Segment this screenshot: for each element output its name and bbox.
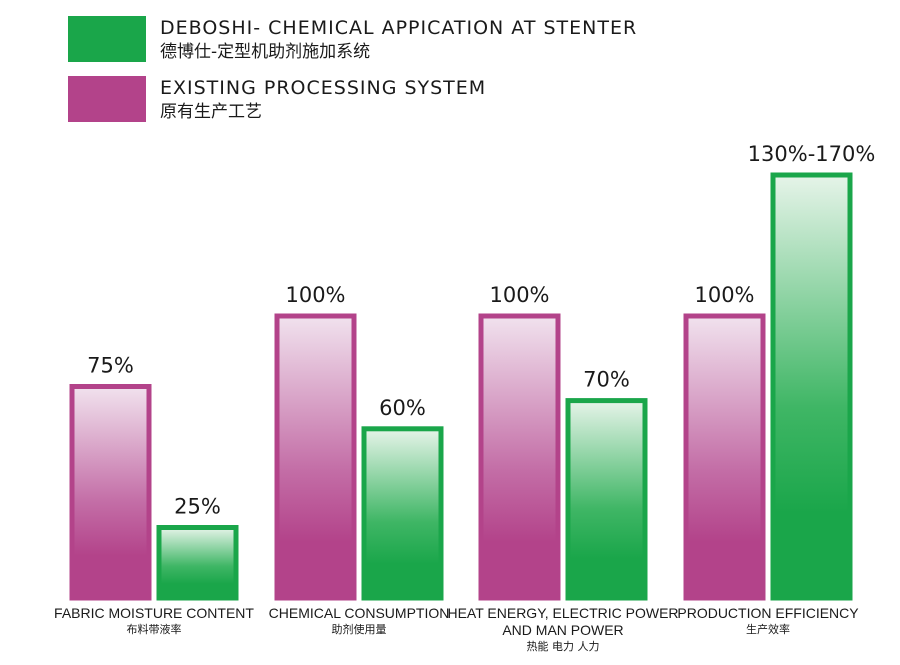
legend-label-cn: 原有生产工艺 bbox=[160, 102, 262, 122]
category-label: FABRIC MOISTURE CONTENT bbox=[54, 605, 254, 621]
category-label: HEAT ENERGY, ELECTRIC POWER bbox=[447, 605, 678, 621]
category-label-cn: 热能 电力 人力 bbox=[527, 639, 600, 653]
bar-deboshi-3 bbox=[770, 172, 853, 601]
bar-existing-1 bbox=[274, 313, 357, 601]
category-label: PRODUCTION EFFICIENCY bbox=[677, 605, 859, 621]
category-label: CHEMICAL CONSUMPTION bbox=[269, 605, 450, 621]
category-label: AND MAN POWER bbox=[502, 622, 623, 638]
data-label: 70% bbox=[583, 368, 630, 392]
data-label: 100% bbox=[489, 283, 549, 307]
bar-deboshi-1 bbox=[361, 426, 444, 601]
data-label: 130%-170% bbox=[748, 142, 876, 166]
bar-existing-3 bbox=[683, 313, 766, 601]
category-label-cn: 助剂使用量 bbox=[332, 622, 387, 636]
legend-label-cn: 德博仕-定型机助剂施加系统 bbox=[160, 42, 371, 62]
legend-label-en: DEBOSHI- CHEMICAL APPICATION AT STENTER bbox=[160, 17, 638, 39]
legend-swatch-existing bbox=[68, 76, 146, 122]
bar-existing-2 bbox=[478, 313, 561, 601]
category-label-cn: 生产效率 bbox=[746, 622, 790, 636]
category-label-cn: 布料带液率 bbox=[127, 622, 182, 636]
legend-label-en: EXISTING PROCESSING SYSTEM bbox=[160, 77, 487, 99]
data-label: 60% bbox=[379, 396, 426, 420]
bar-existing-0 bbox=[69, 384, 152, 601]
bar-deboshi-2 bbox=[565, 398, 648, 601]
data-label: 100% bbox=[694, 283, 754, 307]
legend-swatch-deboshi bbox=[68, 16, 146, 62]
data-label: 25% bbox=[174, 495, 221, 519]
data-label: 100% bbox=[285, 283, 345, 307]
data-label: 75% bbox=[87, 354, 134, 378]
bar-deboshi-0 bbox=[156, 525, 239, 601]
